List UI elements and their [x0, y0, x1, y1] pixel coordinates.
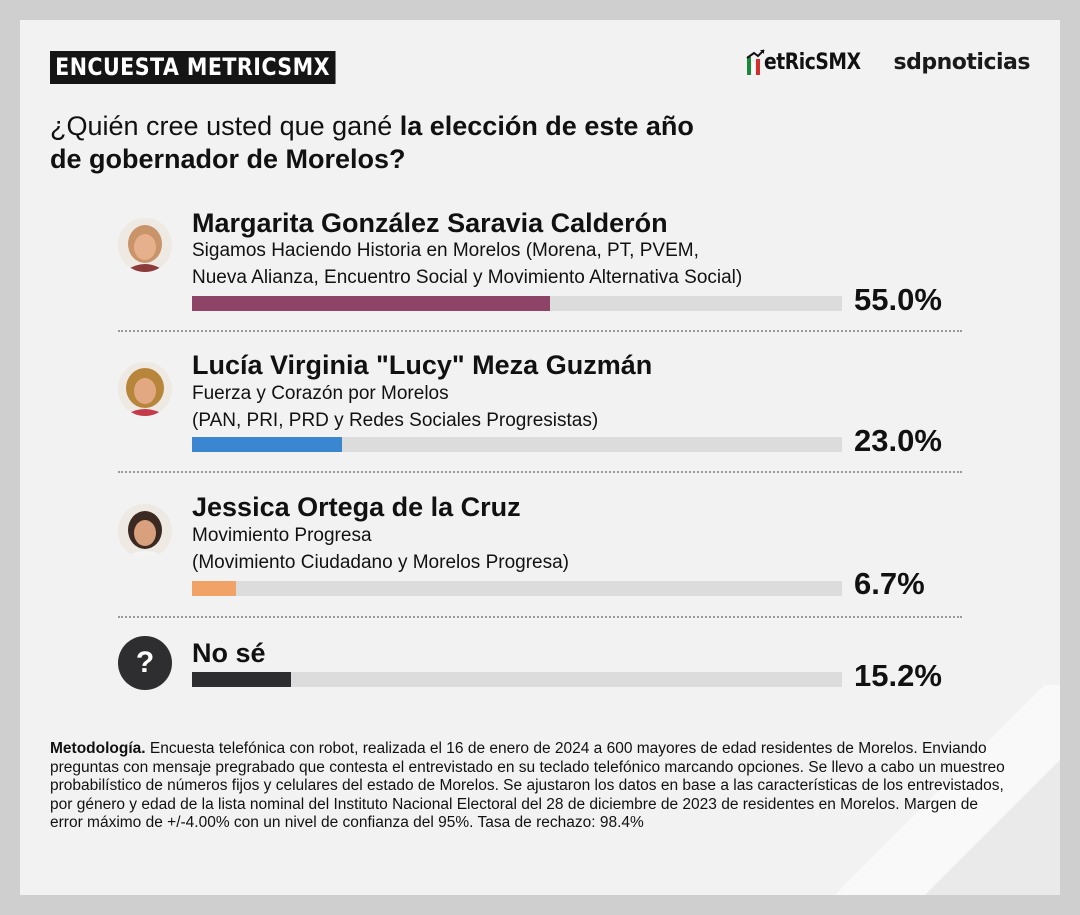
- bar-fill: [192, 581, 236, 596]
- candidate-name: Lucía Virginia "Lucy" Meza Guzmán: [192, 350, 653, 380]
- question-title: ¿Quién cree usted que gané la elección d…: [50, 110, 770, 176]
- candidate-party-line2: (Movimiento Ciudadano y Morelos Progresa…: [192, 552, 569, 573]
- bar-fill: [192, 672, 291, 687]
- bar-fill: [192, 437, 342, 452]
- question-mark-icon: ?: [118, 636, 172, 690]
- survey-label: ENCUESTA METRICSMX: [50, 51, 336, 84]
- divider: [118, 471, 962, 473]
- portrait-icon: [118, 218, 172, 272]
- bar-track: [192, 437, 842, 452]
- methodology-note: Metodología. Encuesta telefónica con rob…: [50, 740, 1010, 833]
- candidate-party-line1: Movimiento Progresa: [192, 525, 372, 546]
- avatar: [118, 504, 172, 558]
- percentage-label: 6.7%: [854, 566, 925, 601]
- candidate-name: Margarita González Saravia Calderón: [192, 208, 668, 238]
- bar-track: [192, 296, 842, 311]
- candidate-party-line2: Nueva Alianza, Encuentro Social y Movimi…: [192, 267, 743, 288]
- candidate-party-line2: (PAN, PRI, PRD y Redes Sociales Progresi…: [192, 410, 599, 431]
- question-normal: ¿Quién cree usted que gané: [50, 111, 400, 141]
- portrait-icon: [118, 362, 172, 416]
- bar-fill: [192, 296, 550, 311]
- percentage-label: 55.0%: [854, 282, 942, 317]
- divider: [118, 616, 962, 618]
- avatar: [118, 218, 172, 272]
- infographic-card: ENCUESTA METRICSMX etRicSMX sdpnoticias …: [20, 20, 1060, 895]
- header-logos: etRicSMX sdpnoticias: [746, 44, 1031, 80]
- methodology-label: Metodología.: [50, 740, 146, 757]
- question-bold-2: de gobernador de Morelos?: [50, 144, 406, 174]
- candidate-name: Jessica Ortega de la Cruz: [192, 492, 521, 522]
- percentage-label: 23.0%: [854, 423, 942, 458]
- candidate-party-line1: Sigamos Haciendo Historia en Morelos (Mo…: [192, 240, 699, 261]
- candidate-party-line1: Fuerza y Corazón por Morelos: [192, 383, 449, 404]
- metricsmx-logo: etRicSMX: [746, 49, 878, 75]
- question-bold-1: la elección de este año: [399, 111, 694, 141]
- candidate-name: No sé: [192, 638, 266, 668]
- percentage-label: 15.2%: [854, 658, 942, 693]
- bar-track: [192, 581, 842, 596]
- trend-arrow-icon: [746, 49, 765, 75]
- sdpnoticias-logo: sdpnoticias: [893, 49, 1031, 75]
- divider: [118, 330, 962, 332]
- avatar: [118, 362, 172, 416]
- metricsmx-logo-text: etRicSMX: [763, 50, 861, 75]
- portrait-icon: [118, 504, 172, 558]
- bar-track: [192, 672, 842, 687]
- methodology-text: Encuesta telefónica con robot, realizada…: [50, 740, 1005, 832]
